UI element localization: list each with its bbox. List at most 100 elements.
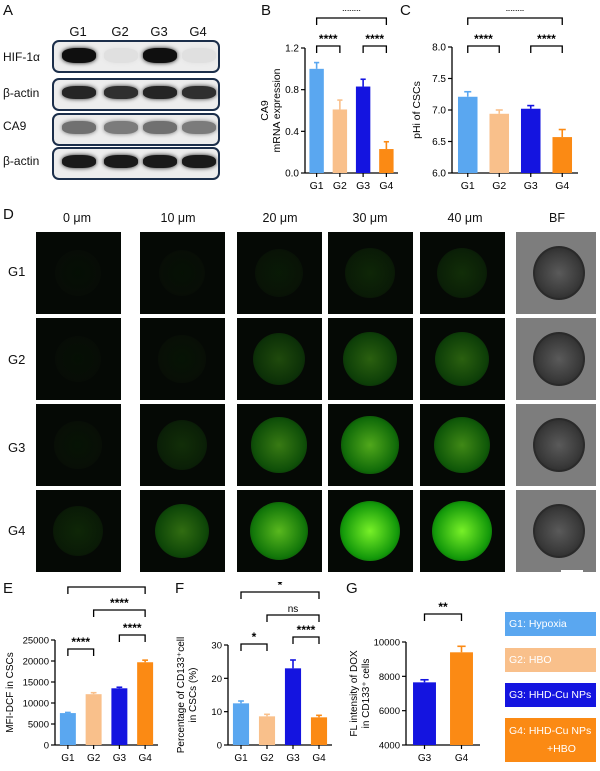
fluorescence-image <box>420 404 505 486</box>
x-tick-label: G3 <box>418 753 432 764</box>
blot-band <box>143 155 177 168</box>
scale-bar <box>561 570 583 573</box>
brightfield-image <box>516 404 596 486</box>
fluorescence-image <box>237 490 322 572</box>
spheroid <box>533 418 585 472</box>
chart-ca9-mrna: 0.0 0.4 0.8 1.2 G1 G2 G3 G4 CA9 mRNA expression **… <box>259 10 398 192</box>
depth-column-label: 10 μm <box>160 211 196 225</box>
spheroid <box>158 335 206 383</box>
significance-bracket <box>315 45 341 53</box>
brightfield-image <box>516 232 596 314</box>
y-tick-label: 4000 <box>379 741 400 752</box>
y-tick-label: 6000 <box>379 706 400 717</box>
y-tick-label: 20 <box>211 674 222 685</box>
legend-text: G1: Hypoxia <box>509 618 567 630</box>
panel-letter-d: D <box>3 206 14 223</box>
y-tick-label: 0.8 <box>285 85 299 96</box>
y-tick-label: 0.0 <box>285 169 299 180</box>
legend-item-g3: G3: HHD-Cu NPs <box>505 683 596 707</box>
blot-lane-label: G4 <box>189 24 207 39</box>
blot-band <box>182 86 216 99</box>
spheroid <box>435 332 489 386</box>
blot-strip <box>52 113 220 146</box>
legend-item-g1: G1: Hypoxia <box>505 612 596 636</box>
blot-band <box>104 121 138 134</box>
bar-g2 <box>85 694 102 745</box>
spheroid <box>533 246 585 300</box>
depth-column-label: 30 μm <box>352 211 388 225</box>
x-tick-label: G2 <box>333 180 347 192</box>
fluorescence-image <box>140 404 225 486</box>
spheroid <box>434 417 490 473</box>
y-tick-label: 0 <box>217 741 222 752</box>
fluorescence-image <box>420 318 505 400</box>
blot-band <box>143 48 177 63</box>
significance-label: **** <box>71 635 90 649</box>
bar-g3 <box>284 668 302 745</box>
spheroid <box>154 503 210 559</box>
y-tick-label: 0 <box>44 741 49 752</box>
blot-band <box>62 155 96 168</box>
significance-bracket <box>240 643 268 651</box>
x-tick-label: G2 <box>492 180 506 192</box>
blot-band <box>182 48 216 63</box>
fluorescence-image <box>237 318 322 400</box>
fluorescence-image <box>36 232 121 314</box>
significance-bracket <box>240 591 320 599</box>
x-tick-label: G3 <box>356 180 370 192</box>
y-tick-label: 25000 <box>23 636 49 647</box>
bar-g1 <box>457 96 478 173</box>
x-tick-label: G1 <box>461 180 475 192</box>
legend-item-g2: G2: HBO <box>505 648 596 672</box>
y-tick-label: 8.0 <box>432 43 446 54</box>
significance-bracket <box>292 636 320 644</box>
brightfield-image <box>516 318 596 400</box>
blot-lane-label: G1 <box>69 24 87 39</box>
blot-strip <box>52 40 220 73</box>
y-tick-label: 1.2 <box>285 44 299 55</box>
y-tick-label: 10000 <box>23 699 49 710</box>
spheroid <box>54 421 102 469</box>
y-axis-label: mRNA expression <box>271 68 283 152</box>
bar-g4 <box>137 662 154 745</box>
significance-bracket <box>67 648 95 656</box>
spheroid <box>345 248 395 298</box>
panel-letter-a: A <box>3 2 14 19</box>
blot-row-label: β-actin <box>3 86 40 100</box>
bar-g3 <box>355 86 371 173</box>
panel-letter-g: G <box>346 580 358 597</box>
x-tick-label: G4 <box>379 180 393 192</box>
significance-bracket <box>467 45 500 53</box>
group-row-label: G1 <box>8 264 26 279</box>
spheroid <box>432 501 492 561</box>
significance-bracket <box>423 613 463 621</box>
significance-label: **** <box>474 32 493 46</box>
x-tick-label: G1 <box>61 753 75 764</box>
fluorescence-image <box>140 490 225 572</box>
x-tick-label: G1 <box>310 180 324 192</box>
significance-bracket <box>315 17 388 25</box>
significance-label: **** <box>297 623 316 637</box>
fluorescence-image <box>237 232 322 314</box>
significance-label: * <box>278 582 283 592</box>
bar-g3 <box>111 688 128 745</box>
significance-bracket <box>266 614 320 622</box>
x-tick-label: G3 <box>524 180 538 192</box>
bar-g3 <box>413 682 436 745</box>
fluorescence-image <box>328 490 413 572</box>
panel-letter-b: B <box>261 2 272 19</box>
blot-band <box>104 155 138 168</box>
blot-band <box>143 121 177 134</box>
bar-g4 <box>552 137 573 173</box>
depth-column-label: BF <box>549 211 565 225</box>
depth-column-label: 20 μm <box>262 211 298 225</box>
blot-lane-label: G2 <box>111 24 129 39</box>
depth-column-label: 0 μm <box>62 211 92 225</box>
spheroid <box>533 504 585 558</box>
legend-text-2: +HBO <box>547 743 576 755</box>
blot-band <box>143 86 177 99</box>
fluorescence-image <box>36 318 121 400</box>
significance-label: ** <box>438 600 448 614</box>
spheroid <box>54 249 102 297</box>
blot-row-label: CA9 <box>3 119 27 133</box>
